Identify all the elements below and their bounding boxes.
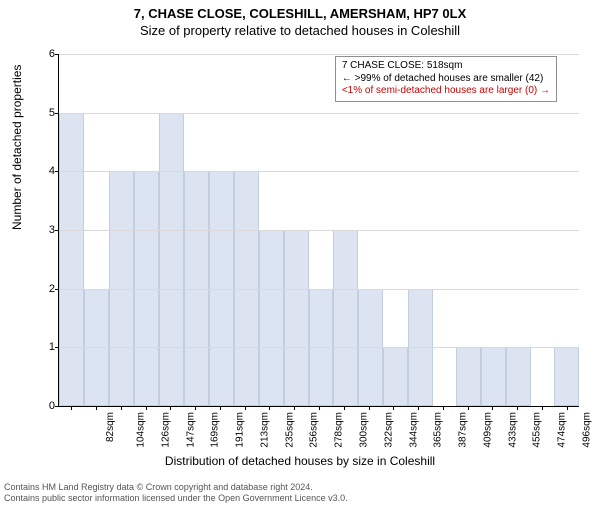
x-tick-label: 278sqm <box>334 412 345 448</box>
y-tick-mark <box>55 289 59 290</box>
bar <box>506 347 531 406</box>
x-tick-mark <box>542 406 543 410</box>
x-tick-mark <box>369 406 370 410</box>
x-tick-mark <box>269 406 270 410</box>
x-tick-mark <box>468 406 469 410</box>
plot-area: 7 CHASE CLOSE: 518sqm ← >99% of detached… <box>58 54 579 407</box>
x-tick-mark <box>443 406 444 410</box>
y-tick-label: 3 <box>39 224 55 236</box>
x-tick-label: 256sqm <box>309 412 320 448</box>
x-tick-label: 300sqm <box>359 412 370 448</box>
x-tick-mark <box>121 406 122 410</box>
y-tick-label: 5 <box>39 107 55 119</box>
gridline <box>59 289 579 290</box>
x-tick-label: 147sqm <box>185 412 196 448</box>
x-tick-mark <box>393 406 394 410</box>
gridline <box>59 54 579 55</box>
x-tick-mark <box>492 406 493 410</box>
x-tick-label: 235sqm <box>284 412 295 448</box>
gridline <box>59 171 579 172</box>
footer-line1: Contains HM Land Registry data © Crown c… <box>4 482 348 493</box>
y-tick-mark <box>55 54 59 55</box>
y-tick-label: 4 <box>39 165 55 177</box>
y-tick-label: 6 <box>39 48 55 60</box>
bar <box>159 113 184 406</box>
x-tick-mark <box>220 406 221 410</box>
x-tick-label: 344sqm <box>408 412 419 448</box>
annotation-line1: 7 CHASE CLOSE: 518sqm <box>342 60 550 73</box>
y-tick-label: 2 <box>39 283 55 295</box>
x-tick-label: 496sqm <box>581 412 592 448</box>
x-tick-mark <box>96 406 97 410</box>
annotation-box: 7 CHASE CLOSE: 518sqm ← >99% of detached… <box>335 56 557 102</box>
chart-title-line2: Size of property relative to detached ho… <box>0 23 600 38</box>
x-tick-label: 191sqm <box>235 412 246 448</box>
bar <box>456 347 481 406</box>
chart-title-line1: 7, CHASE CLOSE, COLESHILL, AMERSHAM, HP7… <box>0 6 600 21</box>
bar <box>333 230 358 406</box>
x-tick-label: 433sqm <box>507 412 518 448</box>
x-tick-mark <box>567 406 568 410</box>
x-tick-mark <box>195 406 196 410</box>
x-tick-mark <box>344 406 345 410</box>
gridline <box>59 347 579 348</box>
x-tick-label: 126sqm <box>160 412 171 448</box>
y-tick-label: 1 <box>39 341 55 353</box>
y-tick-mark <box>55 113 59 114</box>
x-tick-label: 409sqm <box>482 412 493 448</box>
bar <box>284 230 309 406</box>
x-tick-label: 213sqm <box>260 412 271 448</box>
bar <box>59 113 84 406</box>
gridline <box>59 230 579 231</box>
bar <box>554 347 579 406</box>
x-tick-mark <box>170 406 171 410</box>
x-tick-label: 387sqm <box>458 412 469 448</box>
bar <box>259 230 284 406</box>
annotation-line3: <1% of semi-detached houses are larger (… <box>342 85 550 98</box>
x-tick-label: 169sqm <box>210 412 221 448</box>
y-tick-mark <box>55 347 59 348</box>
x-axis-label: Distribution of detached houses by size … <box>0 454 600 468</box>
y-tick-mark <box>55 230 59 231</box>
x-tick-label: 474sqm <box>557 412 568 448</box>
y-axis-label: Number of detached properties <box>10 65 24 230</box>
footer: Contains HM Land Registry data © Crown c… <box>4 482 348 504</box>
x-tick-mark <box>418 406 419 410</box>
y-tick-mark <box>55 406 59 407</box>
y-tick-label: 0 <box>39 400 55 412</box>
x-tick-mark <box>517 406 518 410</box>
x-tick-mark <box>245 406 246 410</box>
x-tick-label: 82sqm <box>105 412 116 442</box>
x-tick-mark <box>319 406 320 410</box>
bar <box>383 347 408 406</box>
y-tick-mark <box>55 171 59 172</box>
x-tick-mark <box>294 406 295 410</box>
x-tick-mark <box>146 406 147 410</box>
x-tick-label: 455sqm <box>532 412 543 448</box>
bar <box>481 347 506 406</box>
x-tick-label: 322sqm <box>383 412 394 448</box>
footer-line2: Contains public sector information licen… <box>4 493 348 504</box>
annotation-line2: ← >99% of detached houses are smaller (4… <box>342 73 550 86</box>
x-tick-label: 104sqm <box>136 412 147 448</box>
x-tick-mark <box>71 406 72 410</box>
x-tick-label: 365sqm <box>433 412 444 448</box>
gridline <box>59 113 579 114</box>
